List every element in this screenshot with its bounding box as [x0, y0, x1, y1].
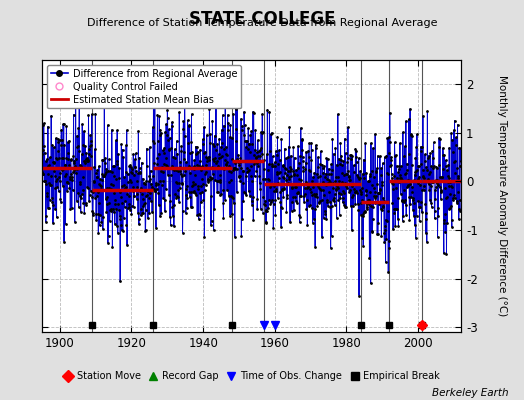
Legend: Difference from Regional Average, Quality Control Failed, Estimated Station Mean: Difference from Regional Average, Qualit… — [47, 65, 242, 108]
Text: Difference of Station Temperature Data from Regional Average: Difference of Station Temperature Data f… — [87, 18, 437, 28]
Text: STATE COLLEGE: STATE COLLEGE — [189, 10, 335, 28]
Legend: Station Move, Record Gap, Time of Obs. Change, Empirical Break: Station Move, Record Gap, Time of Obs. C… — [60, 368, 443, 384]
Text: Berkeley Earth: Berkeley Earth — [432, 388, 508, 398]
Y-axis label: Monthly Temperature Anomaly Difference (°C): Monthly Temperature Anomaly Difference (… — [497, 75, 507, 317]
